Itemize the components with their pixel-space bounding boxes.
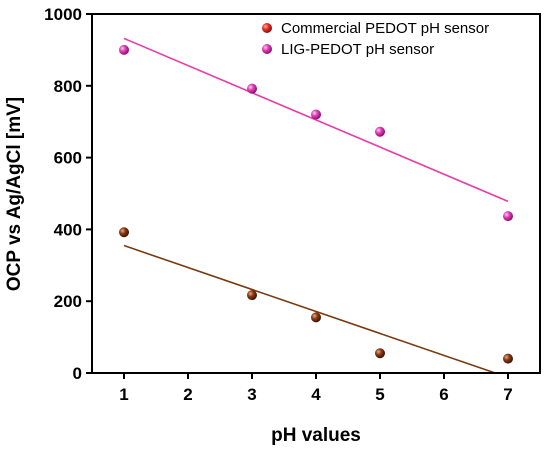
- x-tick-label: 2: [183, 385, 192, 404]
- data-point: [375, 126, 385, 137]
- y-tick-label: 1000: [44, 5, 82, 24]
- x-tick-label: 1: [119, 385, 128, 404]
- y-tick-label: 600: [54, 149, 82, 168]
- data-point: [247, 290, 257, 301]
- x-axis-label: pH values: [271, 425, 361, 446]
- fit-line: [123, 37, 509, 203]
- x-tick-label: 6: [439, 385, 448, 404]
- legend-marker: [262, 23, 272, 33]
- data-point: [503, 353, 513, 364]
- legend-label: LIG-PEDOT pH sensor: [281, 41, 434, 58]
- axes: 1 2 3 4 5 6 7 0 200 400 600 800 1000: [44, 5, 513, 404]
- x-tick-label: 7: [503, 385, 512, 404]
- legend: Commercial PEDOT pH sensor LIG-PEDOT pH s…: [262, 20, 489, 58]
- data-point: [375, 348, 385, 359]
- y-tick-label: 200: [54, 292, 82, 311]
- legend-marker: [262, 44, 272, 54]
- fit-line: [123, 244, 496, 374]
- x-tick-label: 3: [247, 385, 256, 404]
- data-point: [119, 44, 129, 55]
- data-point: [503, 211, 513, 222]
- y-tick-label: 0: [73, 364, 82, 383]
- y-axis-label: OCP vs Ag/AgCl [mV]: [4, 97, 25, 291]
- y-tick-label: 800: [54, 77, 82, 96]
- x-tick-label: 4: [311, 385, 321, 404]
- data-point: [247, 83, 257, 94]
- data-point: [311, 312, 321, 323]
- data-point: [311, 109, 321, 120]
- plot-area: [119, 37, 513, 374]
- x-tick-label: 5: [375, 385, 384, 404]
- legend-label: Commercial PEDOT pH sensor: [281, 20, 489, 37]
- data-point: [119, 227, 129, 238]
- y-tick-label: 400: [54, 220, 82, 239]
